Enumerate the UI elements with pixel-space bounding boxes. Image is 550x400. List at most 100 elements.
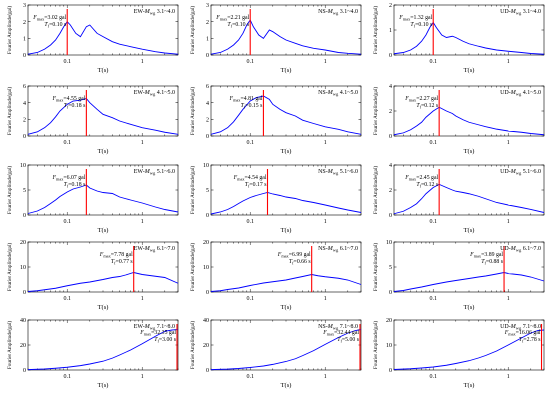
panel-label: NS-Mwg 5.1~6.0 [318, 169, 358, 176]
panel-label: UD-Mwg 7.1~8.0 [500, 324, 541, 331]
panel-label: NS-Mwg 4.1~5.0 [318, 90, 358, 97]
x-axis-label: T(s) [98, 67, 109, 74]
x-tick-label: 0.1 [63, 219, 71, 225]
y-tick-label: 10 [20, 163, 26, 169]
y-axis-label: Fourier Amplitude(gal) [6, 321, 13, 370]
x-tick-label: 1 [324, 59, 327, 65]
x-tick-label: 1 [507, 374, 510, 380]
x-axis-label: T(s) [281, 227, 292, 234]
y-tick-label: 10 [203, 163, 209, 169]
y-axis-label: Fourier Amplitude(gal) [189, 321, 196, 370]
fmax-annotation: Fmax=16.06 gal [504, 330, 541, 337]
y-axis-label: Fourier Amplitude(gal) [372, 243, 379, 292]
x-tick-label: 1 [141, 219, 144, 225]
y-axis-label: Fourier Amplitude(gal) [6, 6, 13, 55]
y-tick-label: 4 [389, 163, 392, 169]
subplot-1-2: 0 2 4 0.1 1 T(s) Fourier Amplitude(gal) UD-Mwg … [372, 84, 545, 155]
fmax-annotation: Fmax=32.35 gal [139, 330, 176, 337]
y-tick-label: 5 [206, 188, 209, 194]
x-tick-label: 0.1 [429, 140, 437, 146]
x-axis-label: T(s) [98, 148, 109, 155]
y-tick-label: 0 [206, 368, 209, 374]
y-tick-label: 2 [23, 20, 26, 26]
panel-label: NS-Mwg 7.1~8.0 [318, 324, 358, 331]
y-tick-label: 0 [23, 368, 26, 374]
tf-annotation: Tf=0.15 s [241, 103, 264, 110]
tf-annotation: Tf=0.18 s [64, 182, 87, 189]
tf-annotation: Tf=0.77 s [111, 259, 134, 266]
subplot-1-0: 0 2 4 6 0.1 1 T(s) Fourier Amplitude(gal) EW-Mwg… [6, 84, 179, 155]
y-tick-label: 20 [20, 343, 26, 349]
spectrum-curve [393, 272, 545, 292]
tf-annotation: Tf=0.17 s [245, 182, 268, 189]
y-tick-label: 2 [206, 118, 209, 124]
y-tick-label: 1 [23, 37, 26, 43]
subplot-0-0: 0 1 2 3 0.1 1 T(s) Fourier Amplitude(gal) EW-Mwg… [6, 3, 179, 74]
x-axis-label: T(s) [281, 148, 292, 155]
fmax-annotation: Fmax=6.99 gal [277, 252, 311, 259]
y-tick-label: 20 [203, 240, 209, 246]
fmax-annotation: Fmax=2.45 gal [404, 175, 438, 182]
spectrum-curve [27, 272, 179, 292]
subplot-3-1: 0 10 20 0.1 1 T(s) Fourier Amplitude(gal) NS-Mw… [189, 240, 362, 311]
x-tick-label: 0.1 [63, 59, 71, 65]
panel-label: UD-Mwg 6.1~7.0 [500, 246, 541, 253]
y-tick-label: 10 [386, 343, 392, 349]
fmax-annotation: Fmax=4.54 gal [233, 175, 267, 182]
x-tick-label: 1 [141, 140, 144, 146]
y-tick-label: 2 [206, 20, 209, 26]
panel-label: NS-Mwg 6.1~7.0 [318, 246, 358, 253]
panel-label: EW-Mwg 7.1~8.0 [134, 324, 175, 331]
y-tick-label: 0 [389, 134, 392, 140]
panel-label: EW-Mwg 5.1~6.0 [134, 169, 175, 176]
y-axis-label: Fourier Amplitude(gal) [6, 243, 13, 292]
y-tick-label: 10 [386, 240, 392, 246]
x-axis-label: T(s) [281, 304, 292, 311]
x-tick-label: 0.1 [429, 296, 437, 302]
spectrum-curve [210, 95, 362, 135]
y-tick-label: 20 [203, 343, 209, 349]
panel-label: UD-Mwg 5.1~6.0 [500, 169, 541, 176]
y-tick-label: 0 [23, 53, 26, 59]
fmax-annotation: Fmax=2.21 gal [215, 15, 249, 22]
x-tick-label: 1 [141, 59, 144, 65]
x-tick-label: 1 [507, 140, 510, 146]
y-tick-label: 10 [20, 265, 26, 271]
subplot-2-1: 0 5 10 0.1 1 T(s) Fourier Amplitude(gal) NS-Mwg… [189, 163, 362, 234]
fmax-annotation: Fmax=3.02 gal [32, 15, 66, 22]
y-tick-label: 0 [206, 134, 209, 140]
y-tick-label: 6 [23, 84, 26, 90]
y-tick-label: 0 [389, 213, 392, 219]
x-tick-label: 0.1 [63, 140, 71, 146]
y-tick-label: 1 [206, 37, 209, 43]
y-tick-label: 0 [206, 213, 209, 219]
x-axis-label: T(s) [98, 304, 109, 311]
x-tick-label: 0.1 [246, 296, 254, 302]
y-axis-label: Fourier Amplitude(gal) [189, 243, 196, 292]
x-tick-label: 1 [507, 219, 510, 225]
spectrum-curve [27, 184, 179, 214]
x-axis-label: T(s) [98, 227, 109, 234]
panel-label: EW-Mwg 3.1~4.0 [134, 9, 175, 16]
y-tick-label: 0 [206, 290, 209, 296]
tf-annotation: Tf=5.00 s [337, 337, 360, 344]
x-axis-label: T(s) [464, 67, 475, 74]
spectrum-curve [210, 19, 362, 55]
tf-annotation: Tf=0.10 s [410, 22, 433, 29]
y-tick-label: 40 [203, 318, 209, 324]
x-tick-label: 0.1 [429, 59, 437, 65]
subplot-1-1: 0 2 4 6 0.1 1 T(s) Fourier Amplitude(gal) NS-Mwg… [189, 84, 362, 155]
panel-label: NS-Mwg 3.1~4.0 [318, 9, 358, 16]
tf-annotation: Tf=0.18 s [64, 103, 87, 110]
fmax-annotation: Fmax=3.89 gal [469, 252, 503, 259]
spectrum-curve [393, 329, 545, 370]
y-tick-label: 4 [23, 101, 26, 107]
subplot-4-2: 0 10 20 0.1 1 T(s) Fourier Amplitude(gal) UD-Mw… [372, 318, 545, 389]
subplot-3-0: 0 10 20 0.1 1 T(s) Fourier Amplitude(gal) EW-Mw… [6, 240, 179, 311]
x-tick-label: 0.1 [246, 219, 254, 225]
fmax-annotation: Fmax=1.32 gal [398, 15, 432, 22]
x-tick-label: 1 [141, 374, 144, 380]
y-axis-label: Fourier Amplitude(gal) [372, 87, 379, 136]
y-tick-label: 2 [23, 118, 26, 124]
